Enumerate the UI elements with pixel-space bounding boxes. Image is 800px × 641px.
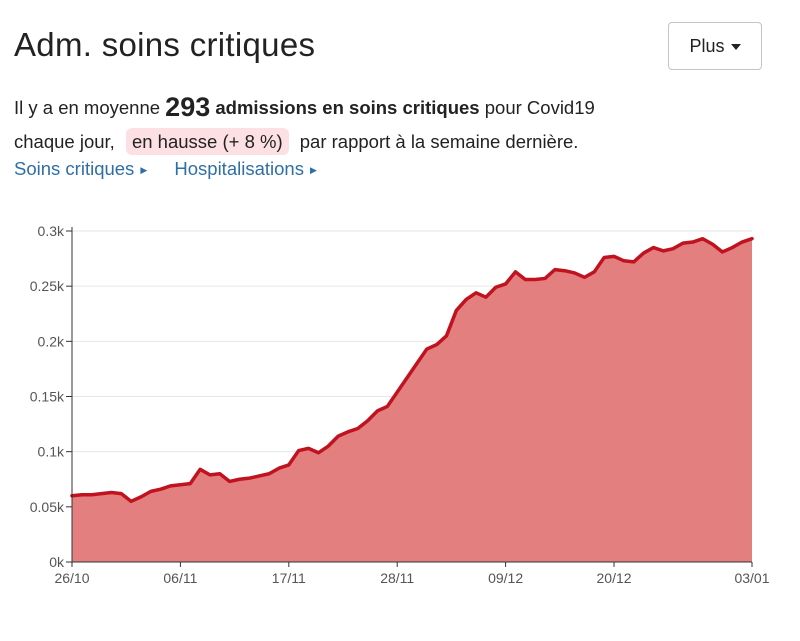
- x-tick-label: 03/01: [734, 570, 769, 586]
- admissions-chart: 0k 0.05k 0.1k 0.15k 0.2k 0.25k 0.3k 26/10 06/11 1…: [30, 223, 770, 586]
- more-dropdown-button[interactable]: Plus: [668, 22, 762, 70]
- link-hospitalisations[interactable]: Hospitalisations ▶: [174, 158, 317, 179]
- x-tick-label: 06/11: [163, 570, 197, 586]
- link-hospitalisations-label: Hospitalisations: [174, 158, 304, 179]
- link-soins-critiques-label: Soins critiques: [14, 158, 135, 179]
- summary-line2-prefix: chaque jour,: [14, 131, 115, 152]
- summary-after-metric: pour Covid19: [484, 97, 595, 118]
- y-tick-label: 0.1k: [38, 444, 65, 460]
- caret-down-icon: [730, 44, 741, 50]
- y-tick-label: 0.05k: [30, 499, 65, 515]
- more-button-label: Plus: [689, 35, 725, 56]
- page-title: Adm. soins critiques: [14, 26, 316, 63]
- summary-text: Il y a en moyenne 293 admissions en soin…: [14, 90, 784, 159]
- y-tick-label: 0k: [49, 554, 65, 570]
- x-tick-label: 09/12: [488, 570, 523, 586]
- x-tick-label: 20/12: [597, 570, 632, 586]
- trend-badge: en hausse (+ 8 %): [125, 128, 289, 155]
- x-tick-label: 17/11: [272, 570, 306, 586]
- x-tick-label: 26/10: [54, 570, 89, 586]
- related-links: Soins critiques ▶ Hospitalisations ▶: [14, 158, 339, 180]
- summary-suffix: par rapport à la semaine dernière.: [299, 131, 579, 152]
- triangle-right-icon: ▶: [309, 165, 317, 175]
- y-tick-label: 0.3k: [38, 223, 65, 239]
- y-tick-label: 0.2k: [38, 333, 65, 349]
- summary-value: 293: [165, 92, 211, 122]
- series-line: [70, 236, 754, 504]
- summary-metric: admissions en soins critiques: [215, 97, 480, 118]
- y-tick-label: 0.15k: [30, 389, 65, 405]
- summary-prefix: Il y a en moyenne: [14, 97, 161, 118]
- y-tick-label: 0.25k: [30, 278, 65, 294]
- x-tick-label: 28/11: [380, 570, 414, 586]
- series-area: [72, 238, 752, 562]
- link-soins-critiques[interactable]: Soins critiques ▶: [14, 158, 147, 179]
- triangle-right-icon: ▶: [140, 165, 148, 175]
